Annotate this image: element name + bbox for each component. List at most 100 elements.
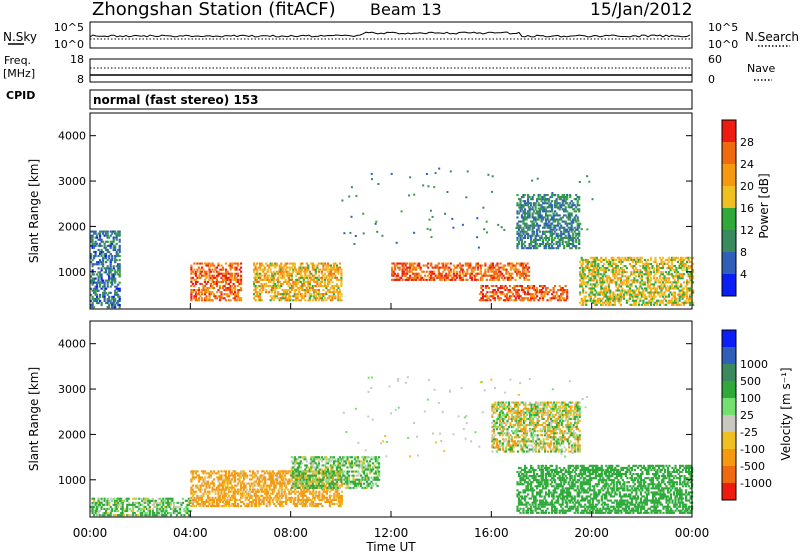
heatmap-cell bbox=[109, 230, 112, 233]
heatmap-cell bbox=[521, 274, 525, 277]
heatmap-cell bbox=[231, 264, 234, 267]
heatmap-cell bbox=[490, 262, 493, 265]
heatmap-cell bbox=[687, 256, 690, 259]
heatmap-cell bbox=[457, 264, 460, 267]
heatmap-cell bbox=[563, 226, 566, 229]
heatmap-cell bbox=[90, 261, 93, 264]
heatmap-cell bbox=[637, 301, 640, 304]
heatmap-cell bbox=[316, 282, 319, 285]
heatmap-cell bbox=[94, 232, 97, 235]
heatmap-cell bbox=[97, 501, 100, 504]
heatmap-cell bbox=[237, 289, 240, 292]
colorbar-tick-label: 28 bbox=[740, 136, 754, 149]
heatmap-cell bbox=[582, 275, 585, 278]
heatmap-cell bbox=[112, 299, 115, 302]
heatmap-cell bbox=[600, 291, 603, 294]
heatmap-cell bbox=[625, 291, 628, 294]
heatmap-cell bbox=[514, 285, 518, 288]
heatmap-cell bbox=[221, 486, 225, 489]
heatmap-cell bbox=[615, 285, 618, 288]
heatmap-cell bbox=[97, 267, 100, 270]
heatmap-cell bbox=[488, 266, 491, 269]
heatmap-cell bbox=[567, 212, 570, 215]
heatmap-cell bbox=[689, 293, 692, 296]
heatmap-cell bbox=[97, 255, 100, 258]
heatmap-cell bbox=[256, 272, 259, 275]
heatmap-cell bbox=[466, 262, 469, 265]
heatmap-cell bbox=[658, 291, 662, 294]
heatmap-cell bbox=[102, 230, 105, 233]
heatmap-cell bbox=[276, 496, 279, 499]
heatmap-cell bbox=[545, 208, 548, 211]
heatmap-cell bbox=[193, 268, 196, 271]
heatmap-cell bbox=[613, 277, 616, 280]
heatmap-cell bbox=[413, 268, 416, 271]
heatmap-cell bbox=[253, 289, 256, 292]
heatmap-cell bbox=[286, 291, 289, 294]
heatmap-cell bbox=[552, 216, 555, 219]
heatmap-cell bbox=[546, 299, 549, 302]
heatmap-cell bbox=[576, 196, 579, 199]
heatmap-cell bbox=[256, 472, 259, 475]
heatmap-cell bbox=[622, 271, 625, 274]
heatmap-cell bbox=[228, 502, 231, 505]
heatmap-cell bbox=[391, 272, 394, 275]
heatmap-cell bbox=[461, 264, 464, 267]
heatmap-cell bbox=[138, 505, 141, 508]
heatmap-cell bbox=[649, 262, 653, 265]
heatmap-cell bbox=[325, 276, 328, 279]
heatmap-cell bbox=[649, 303, 653, 306]
heatmap-cell bbox=[549, 228, 552, 231]
heatmap-cell bbox=[648, 295, 651, 298]
heatmap-cell bbox=[582, 299, 585, 302]
heatmap-cell bbox=[672, 293, 675, 296]
heatmap-cell bbox=[391, 268, 394, 271]
heatmap-cell bbox=[621, 273, 624, 276]
heatmap-cell bbox=[314, 268, 317, 271]
heatmap-cell bbox=[212, 498, 216, 501]
heatmap-cell bbox=[317, 289, 320, 292]
heatmap-cell bbox=[654, 295, 657, 298]
heatmap-cell bbox=[199, 272, 202, 275]
heatmap-cell bbox=[284, 291, 287, 294]
heatmap-cell bbox=[528, 247, 531, 250]
heatmap-cell bbox=[320, 299, 323, 302]
heatmap-cell bbox=[194, 270, 197, 273]
heatmap-cell bbox=[257, 299, 260, 302]
heatmap-cell bbox=[689, 265, 692, 268]
heatmap-cell bbox=[320, 285, 323, 288]
heatmap-cell bbox=[437, 276, 440, 279]
heatmap-cell bbox=[193, 500, 196, 503]
heatmap-cell bbox=[277, 498, 280, 501]
heatmap-cell bbox=[522, 220, 525, 223]
heatmap-cell bbox=[490, 291, 493, 294]
heatmap-cell bbox=[159, 503, 162, 506]
heatmap-cell bbox=[96, 295, 99, 298]
heatmap-cell bbox=[132, 497, 135, 500]
heatmap-cell bbox=[549, 297, 552, 300]
heatmap-cell bbox=[328, 270, 331, 273]
heatmap-cell bbox=[289, 274, 292, 277]
heatmap-cell bbox=[554, 214, 557, 217]
heatmap-cell bbox=[271, 274, 274, 277]
heatmap-cell bbox=[211, 486, 214, 489]
heatmap-cell bbox=[578, 181, 581, 183]
heatmap-cell bbox=[226, 480, 229, 483]
heatmap-cell bbox=[606, 299, 609, 302]
heatmap-cell bbox=[103, 289, 106, 292]
heatmap-cell bbox=[582, 283, 585, 286]
heatmap-cell bbox=[289, 299, 292, 302]
heatmap-cell bbox=[218, 500, 222, 503]
heatmap-cell bbox=[683, 295, 686, 298]
heatmap-cell bbox=[208, 474, 211, 477]
heatmap-cell bbox=[676, 293, 680, 296]
heatmap-cell bbox=[260, 291, 263, 294]
heatmap-cell bbox=[190, 486, 193, 489]
heatmap-cell bbox=[209, 474, 213, 477]
heatmap-cell bbox=[108, 304, 111, 307]
heatmap-cell bbox=[562, 233, 565, 236]
heatmap-cell bbox=[139, 507, 142, 510]
heatmap-cell bbox=[496, 264, 499, 267]
heatmap-cell bbox=[229, 291, 232, 294]
heatmap-cell bbox=[271, 272, 274, 275]
